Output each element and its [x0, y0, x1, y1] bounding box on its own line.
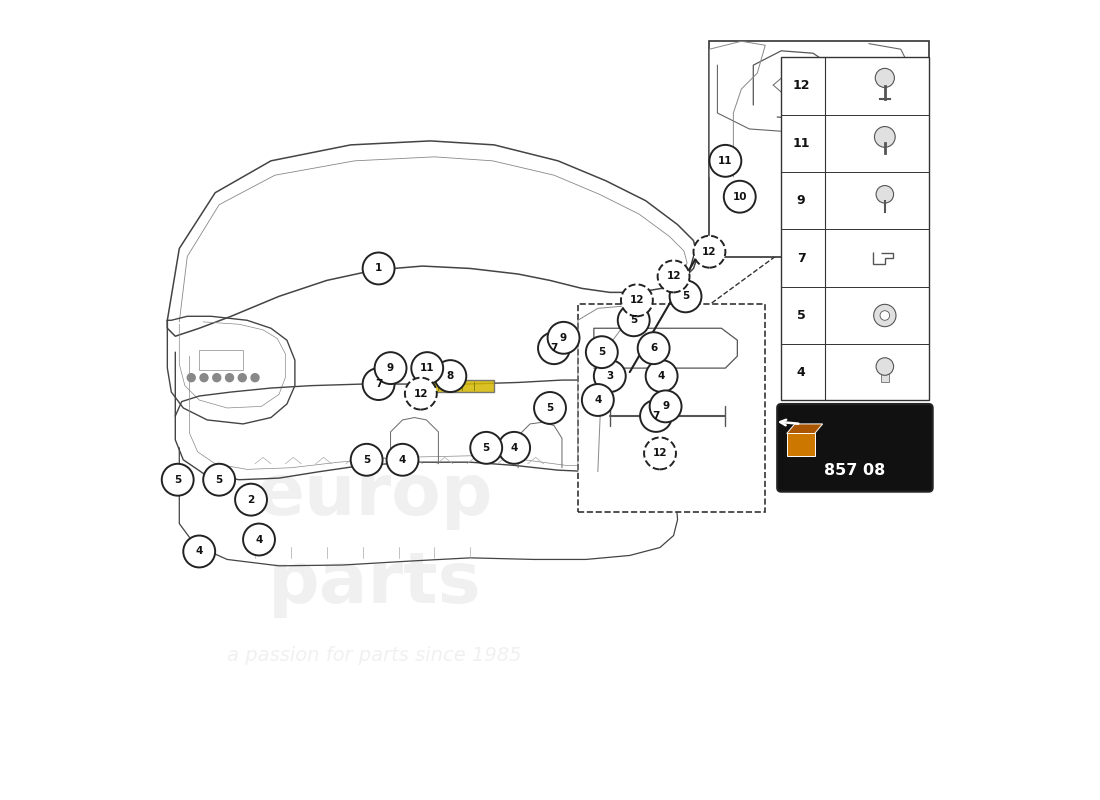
Text: 7: 7 — [550, 343, 558, 353]
Circle shape — [363, 368, 395, 400]
Text: 4: 4 — [196, 546, 202, 557]
Circle shape — [375, 352, 407, 384]
Circle shape — [548, 322, 580, 354]
Text: 5: 5 — [483, 443, 490, 453]
Circle shape — [693, 236, 725, 268]
Bar — [786, 434, 815, 456]
Bar — [578, 304, 766, 512]
Circle shape — [251, 374, 258, 382]
Circle shape — [645, 438, 676, 470]
Circle shape — [873, 304, 896, 326]
Circle shape — [434, 360, 466, 392]
Circle shape — [386, 444, 418, 476]
Text: 12: 12 — [652, 449, 668, 458]
Text: 11: 11 — [420, 363, 434, 373]
Text: 5: 5 — [598, 347, 605, 357]
Circle shape — [471, 432, 503, 464]
Circle shape — [880, 310, 890, 320]
Text: 6: 6 — [650, 343, 658, 353]
Text: 3: 3 — [606, 371, 614, 381]
Circle shape — [876, 186, 893, 203]
Text: 10: 10 — [733, 192, 747, 202]
Circle shape — [594, 360, 626, 392]
Circle shape — [876, 68, 894, 87]
Circle shape — [204, 464, 235, 496]
Text: europ: europ — [256, 461, 494, 530]
Circle shape — [650, 390, 682, 422]
Text: 9: 9 — [796, 194, 805, 207]
Text: 5: 5 — [630, 315, 637, 326]
Text: 5: 5 — [547, 403, 553, 413]
Bar — [418, 380, 494, 392]
Text: 2: 2 — [248, 494, 255, 505]
Text: 11: 11 — [718, 156, 733, 166]
Text: 7: 7 — [652, 411, 660, 421]
Circle shape — [618, 304, 650, 336]
Text: 5: 5 — [682, 291, 690, 302]
Circle shape — [535, 392, 565, 424]
Circle shape — [235, 484, 267, 515]
Text: 4: 4 — [658, 371, 666, 381]
Text: 5: 5 — [174, 474, 182, 485]
Circle shape — [710, 145, 741, 177]
Circle shape — [586, 336, 618, 368]
Bar — [199, 350, 243, 370]
Text: 9: 9 — [662, 402, 669, 411]
Circle shape — [239, 374, 246, 382]
Text: 9: 9 — [560, 333, 568, 343]
Circle shape — [621, 285, 652, 316]
Circle shape — [363, 253, 395, 285]
Text: 4: 4 — [255, 534, 263, 545]
Circle shape — [200, 374, 208, 382]
Circle shape — [187, 374, 195, 382]
Text: 12: 12 — [414, 389, 428, 398]
Text: 8: 8 — [447, 371, 454, 381]
Circle shape — [538, 332, 570, 364]
Circle shape — [876, 358, 893, 375]
Bar — [781, 57, 928, 400]
Text: a passion for parts since 1985: a passion for parts since 1985 — [228, 646, 521, 665]
Bar — [881, 365, 889, 382]
Text: 5: 5 — [216, 474, 223, 485]
Circle shape — [658, 261, 690, 292]
Text: 12: 12 — [702, 246, 717, 257]
Text: 5: 5 — [796, 309, 805, 322]
Polygon shape — [786, 424, 823, 434]
Text: 7: 7 — [375, 379, 383, 389]
Text: 7: 7 — [796, 251, 805, 265]
Circle shape — [498, 432, 530, 464]
Text: 12: 12 — [629, 295, 645, 306]
Circle shape — [243, 523, 275, 555]
Circle shape — [582, 384, 614, 416]
Bar — [710, 42, 928, 257]
Circle shape — [411, 352, 443, 384]
Text: 4: 4 — [510, 443, 518, 453]
Circle shape — [874, 126, 895, 147]
Text: 4: 4 — [796, 366, 805, 379]
Text: 1: 1 — [375, 263, 382, 274]
FancyBboxPatch shape — [778, 404, 933, 492]
Text: 5: 5 — [363, 454, 371, 465]
Circle shape — [724, 181, 756, 213]
Circle shape — [184, 535, 216, 567]
Text: 9: 9 — [387, 363, 394, 373]
Circle shape — [405, 378, 437, 410]
Circle shape — [212, 374, 221, 382]
Circle shape — [638, 332, 670, 364]
Circle shape — [162, 464, 194, 496]
Text: 12: 12 — [792, 79, 810, 92]
Circle shape — [226, 374, 233, 382]
Text: 4: 4 — [399, 454, 406, 465]
Text: 857 08: 857 08 — [824, 462, 886, 478]
Circle shape — [640, 400, 672, 432]
Text: 11: 11 — [792, 137, 810, 150]
Text: 12: 12 — [667, 271, 681, 282]
Circle shape — [670, 281, 702, 312]
Text: 4: 4 — [594, 395, 602, 405]
Circle shape — [646, 360, 678, 392]
Text: parts: parts — [267, 549, 482, 618]
Circle shape — [351, 444, 383, 476]
